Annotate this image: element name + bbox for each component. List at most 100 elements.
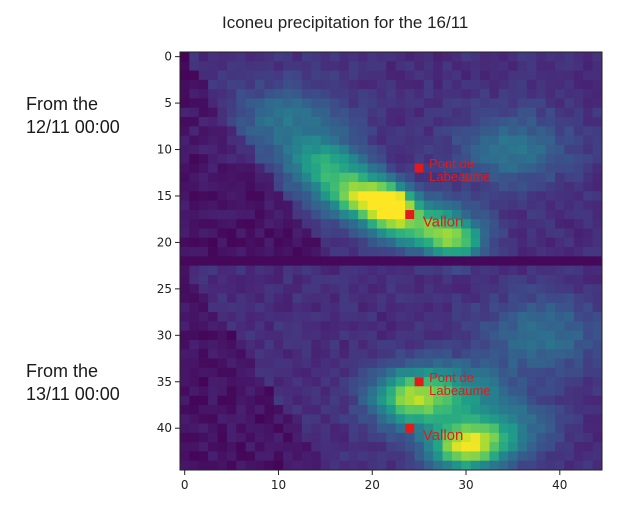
- location-marker: [414, 377, 424, 387]
- heatmap-cell: [245, 451, 256, 462]
- heatmap-cell: [226, 321, 237, 332]
- heatmap-cell: [545, 61, 556, 71]
- heatmap-cell: [536, 61, 547, 71]
- heatmap-cell: [555, 107, 565, 118]
- heatmap-cell: [414, 89, 425, 99]
- heatmap-cell: [255, 247, 265, 257]
- heatmap-cell: [470, 451, 481, 462]
- heatmap-cell: [536, 349, 547, 359]
- heatmap-cell: [442, 256, 453, 267]
- heatmap-cell: [583, 126, 594, 136]
- heatmap-cell: [470, 200, 481, 211]
- heatmap-cell: [348, 358, 359, 369]
- heatmap-cell: [517, 182, 528, 192]
- heatmap-cell: [442, 191, 453, 202]
- heatmap-cell: [208, 209, 218, 220]
- heatmap-cell: [555, 349, 565, 359]
- heatmap-cell: [480, 330, 490, 341]
- heatmap-cell: [414, 135, 425, 146]
- heatmap-cell: [386, 265, 397, 276]
- heatmap-cell: [208, 302, 218, 313]
- heatmap-cell: [245, 265, 256, 276]
- heatmap-cell: [442, 386, 453, 397]
- heatmap-cell: [536, 107, 547, 118]
- heatmap-cell: [395, 209, 406, 220]
- heatmap-cell: [564, 293, 575, 304]
- heatmap-cell: [405, 293, 415, 304]
- heatmap-cell: [330, 284, 340, 294]
- heatmap-cell: [198, 460, 209, 471]
- heatmap-cell: [573, 256, 584, 267]
- y-tick-label: 10: [157, 143, 172, 157]
- heatmap-cell: [386, 414, 397, 424]
- heatmap-cell: [461, 182, 472, 192]
- heatmap-cell: [480, 367, 490, 378]
- heatmap-cell: [217, 256, 228, 267]
- heatmap-cell: [545, 265, 556, 276]
- heatmap-cell: [301, 442, 312, 452]
- heatmap-cell: [451, 321, 462, 332]
- heatmap-cell: [592, 432, 603, 443]
- heatmap-cell: [189, 98, 200, 109]
- heatmap-cell: [264, 432, 275, 443]
- heatmap-cell: [405, 219, 415, 229]
- heatmap-cell: [433, 358, 443, 369]
- heatmap-cell: [517, 386, 528, 397]
- heatmap-cell: [470, 117, 481, 127]
- heatmap-cell: [498, 98, 509, 109]
- heatmap-cell: [480, 228, 490, 239]
- heatmap-cell: [508, 395, 518, 406]
- heatmap-cell: [489, 70, 500, 81]
- heatmap-cell: [358, 358, 368, 369]
- heatmap-cell: [414, 70, 425, 81]
- heatmap-cell: [592, 163, 603, 174]
- heatmap-cell: [367, 432, 378, 443]
- heatmap-cell: [198, 154, 209, 164]
- heatmap-cell: [536, 172, 547, 183]
- heatmap-cell: [414, 442, 425, 452]
- heatmap-cell: [583, 61, 594, 71]
- heatmap-cell: [292, 386, 303, 397]
- heatmap-cell: [358, 182, 368, 192]
- heatmap-cell: [592, 107, 603, 118]
- heatmap-cell: [461, 144, 472, 155]
- heatmap-cell: [236, 98, 247, 109]
- heatmap-cell: [320, 293, 331, 304]
- heatmap-cell: [433, 135, 443, 146]
- heatmap-cell: [405, 386, 415, 397]
- heatmap-cell: [311, 70, 322, 81]
- heatmap-cell: [283, 414, 293, 424]
- heatmap-cell: [348, 339, 359, 350]
- heatmap-cell: [395, 256, 406, 267]
- heatmap-cell: [386, 107, 397, 118]
- heatmap-cell: [339, 172, 350, 183]
- heatmap-cell: [508, 79, 518, 90]
- heatmap-cell: [292, 247, 303, 257]
- heatmap-cell: [292, 442, 303, 452]
- heatmap-cell: [180, 172, 190, 183]
- heatmap-cell: [358, 163, 368, 174]
- heatmap-cell: [470, 386, 481, 397]
- heatmap-cell: [508, 386, 518, 397]
- heatmap-cell: [480, 423, 490, 434]
- heatmap-cell: [583, 98, 594, 109]
- heatmap-cell: [217, 265, 228, 276]
- heatmap-cell: [395, 154, 406, 164]
- heatmap-cell: [264, 154, 275, 164]
- heatmap-cell: [236, 256, 247, 267]
- chart-title: Iconeu precipitation for the 16/11: [222, 13, 469, 32]
- heatmap-cell: [180, 52, 190, 62]
- heatmap-cell: [489, 209, 500, 220]
- heatmap-cell: [226, 349, 237, 359]
- heatmap-cell: [292, 330, 303, 341]
- heatmap-cell: [451, 312, 462, 322]
- heatmap-cell: [433, 61, 443, 71]
- heatmap-cell: [386, 144, 397, 155]
- heatmap-cell: [339, 126, 350, 136]
- heatmap-cell: [311, 367, 322, 378]
- heatmap-cell: [348, 274, 359, 285]
- heatmap-cell: [414, 117, 425, 127]
- heatmap-cell: [526, 154, 537, 164]
- heatmap-cell: [480, 247, 490, 257]
- heatmap-cell: [583, 163, 594, 174]
